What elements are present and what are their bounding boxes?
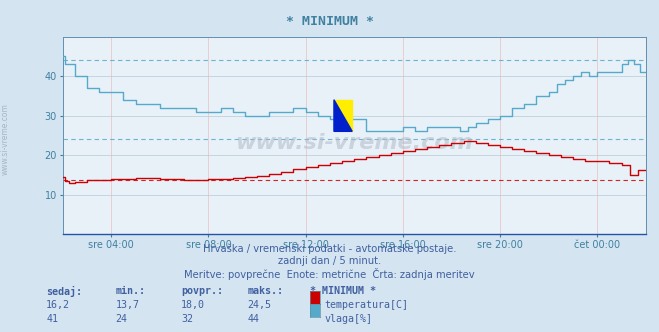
Text: povpr.:: povpr.:: [181, 286, 223, 296]
Text: 41: 41: [46, 314, 58, 324]
Text: 44: 44: [247, 314, 259, 324]
Text: min.:: min.:: [115, 286, 146, 296]
Text: temperatura[C]: temperatura[C]: [324, 300, 408, 310]
Text: 24,5: 24,5: [247, 300, 271, 310]
Text: www.si-vreme.com: www.si-vreme.com: [235, 133, 473, 153]
Text: www.si-vreme.com: www.si-vreme.com: [1, 104, 10, 175]
Polygon shape: [334, 100, 352, 131]
Text: 13,7: 13,7: [115, 300, 139, 310]
Text: sedaj:: sedaj:: [46, 286, 82, 297]
Text: * MINIMUM *: * MINIMUM *: [285, 15, 374, 28]
Polygon shape: [334, 100, 352, 131]
Text: vlaga[%]: vlaga[%]: [324, 314, 372, 324]
Text: 18,0: 18,0: [181, 300, 205, 310]
Text: maks.:: maks.:: [247, 286, 283, 296]
Text: 16,2: 16,2: [46, 300, 70, 310]
Text: zadnji dan / 5 minut.: zadnji dan / 5 minut.: [278, 256, 381, 266]
Text: 24: 24: [115, 314, 127, 324]
Text: Hrvaška / vremenski podatki - avtomatske postaje.: Hrvaška / vremenski podatki - avtomatske…: [203, 243, 456, 254]
Text: * MINIMUM *: * MINIMUM *: [310, 286, 376, 296]
Text: Meritve: povprečne  Enote: metrične  Črta: zadnja meritev: Meritve: povprečne Enote: metrične Črta:…: [184, 268, 475, 280]
Text: 32: 32: [181, 314, 193, 324]
